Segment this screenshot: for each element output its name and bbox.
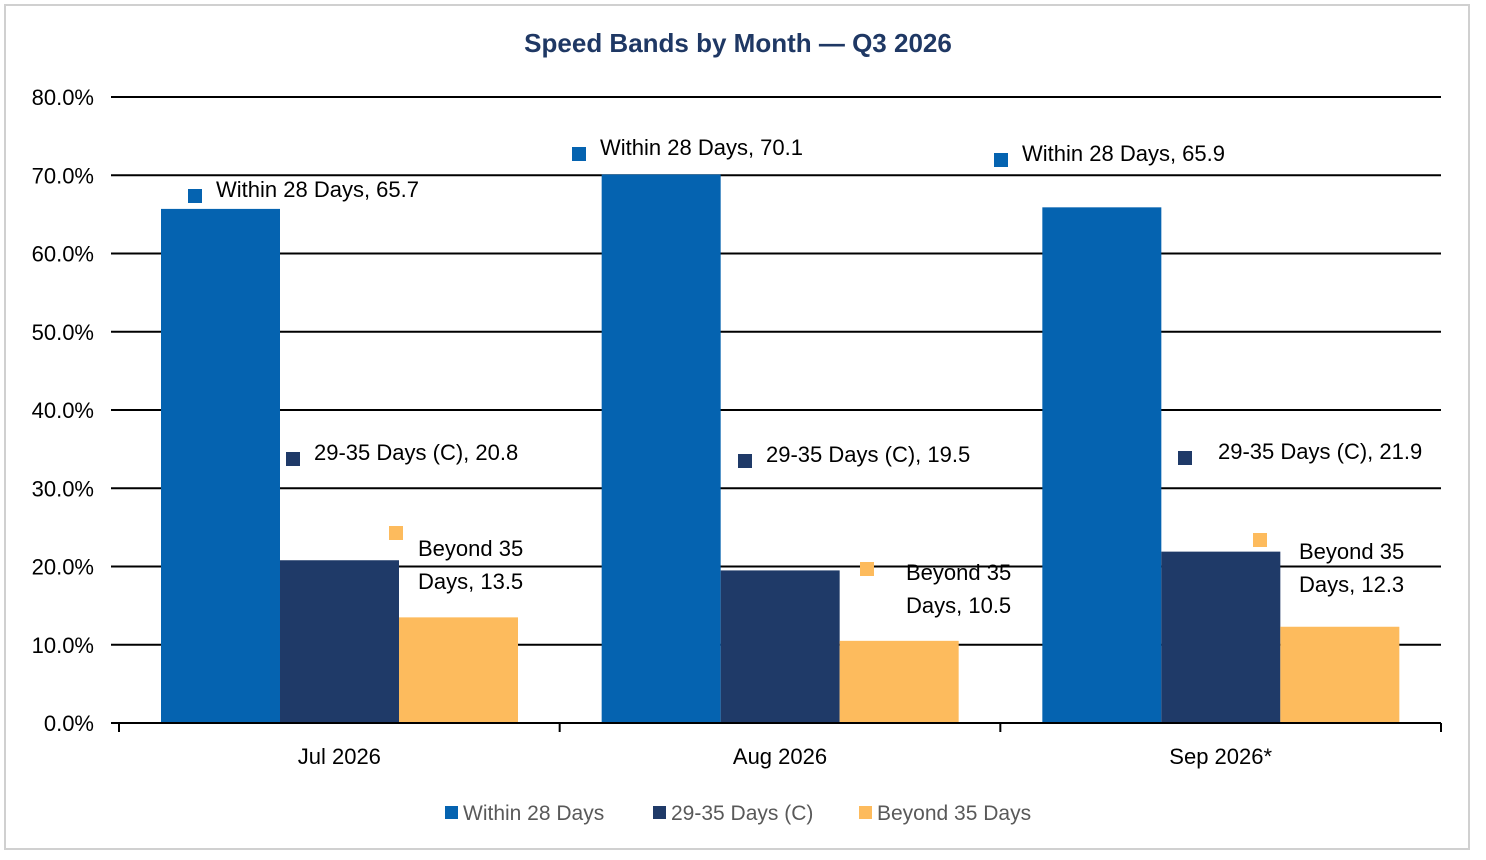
data-label-marker	[572, 147, 586, 161]
legend-swatch	[445, 806, 458, 819]
data-label: Within 28 Days, 65.7	[216, 177, 419, 202]
y-tick-label: 30.0%	[32, 476, 94, 501]
bar-29-35-days-c-1	[280, 560, 399, 723]
legend: Within 28 Days 29-35 Days (C) Beyond 35 Da…	[445, 802, 1031, 825]
bar-beyond-35-days-1	[399, 617, 518, 723]
axes: 0.0% 10.0% 20.0% 30.0% 40.0% 50.0% 60.0% 70.0% 8…	[32, 85, 1442, 769]
y-tick-label: 10.0%	[32, 633, 94, 658]
y-tick-label: 80.0%	[32, 85, 94, 110]
legend-label: 29-35 Days (C)	[671, 802, 813, 825]
x-tick-label: Sep 2026*	[1169, 744, 1272, 769]
data-label-marker	[1253, 533, 1267, 547]
bar-beyond-35-days-2	[839, 640, 959, 723]
legend-label: Within 28 Days	[463, 802, 604, 825]
data-label-marker	[738, 454, 752, 468]
legend-label: Beyond 35 Days	[877, 802, 1031, 825]
y-tick-label: 50.0%	[32, 320, 94, 345]
chart-title: Speed Bands by Month — Q3 2026	[524, 28, 952, 58]
x-tick-label: Jul 2026	[298, 744, 381, 769]
bar-beyond-35-days-3	[1280, 626, 1400, 723]
y-tick-label: 70.0%	[32, 163, 94, 188]
data-label: 29-35 Days (C), 20.8	[314, 440, 518, 465]
data-label: Within 28 Days, 65.9	[1022, 141, 1225, 166]
bar-within-28-days-3	[1042, 207, 1162, 723]
y-tick-label: 0.0%	[44, 711, 94, 736]
data-label-marker	[1178, 451, 1192, 465]
y-tick-label: 40.0%	[32, 398, 94, 423]
x-tick-label: Aug 2026	[733, 744, 827, 769]
y-tick-label: 60.0%	[32, 242, 94, 267]
legend-swatch	[653, 806, 666, 819]
bar-within-28-days-2	[601, 174, 721, 723]
data-label: Beyond 35 Days, 13.5	[418, 536, 523, 594]
bars	[161, 174, 1400, 723]
data-label: Beyond 35 Days, 12.3	[1299, 539, 1404, 597]
bar-within-28-days-1	[161, 208, 280, 723]
data-label: 29-35 Days (C), 19.5	[766, 442, 970, 467]
data-label-marker	[188, 189, 202, 203]
data-label-marker	[860, 562, 874, 576]
legend-swatch	[859, 806, 872, 819]
data-label-marker	[994, 153, 1008, 167]
bar-29-35-days-c-3	[1161, 551, 1281, 723]
bar-29-35-days-c-2	[720, 570, 840, 723]
data-label: Beyond 35 Days, 10.5	[906, 560, 1011, 618]
data-label: 29-35 Days (C), 21.9	[1218, 439, 1422, 464]
data-label-marker	[389, 526, 403, 540]
data-label: Within 28 Days, 70.1	[600, 135, 803, 160]
data-label-marker	[286, 452, 300, 466]
y-tick-label: 20.0%	[32, 555, 94, 580]
data-labels: Within 28 Days, 65.7 Within 28 Days, 70.1…	[188, 135, 1422, 618]
